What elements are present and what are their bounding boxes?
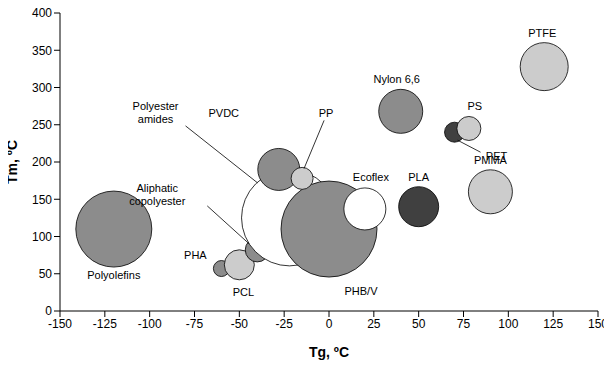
svg-text:250: 250 [32,118,52,132]
svg-text:50: 50 [412,317,426,331]
svg-text:Ecoflex: Ecoflex [353,171,390,183]
svg-text:350: 350 [32,44,52,58]
svg-text:-100: -100 [138,317,162,331]
svg-text:Nylon 6,6: Nylon 6,6 [373,73,419,85]
svg-text:-75: -75 [186,317,204,331]
svg-text:-50: -50 [231,317,249,331]
svg-text:PHA: PHA [184,249,207,261]
svg-text:50: 50 [39,267,53,281]
svg-text:200: 200 [32,155,52,169]
svg-text:copolyester: copolyester [129,195,186,207]
svg-text:-25: -25 [275,317,293,331]
svg-text:100: 100 [32,230,52,244]
svg-text:25: 25 [367,317,381,331]
svg-text:75: 75 [457,317,471,331]
svg-text:Polyolefins: Polyolefins [87,269,141,281]
svg-text:300: 300 [32,81,52,95]
svg-text:PHB/V: PHB/V [344,285,378,297]
svg-text:0: 0 [45,304,52,318]
svg-text:Tg, ºC: Tg, ºC [309,344,349,360]
svg-text:125: 125 [543,317,563,331]
svg-text:100: 100 [498,317,518,331]
svg-text:400: 400 [32,8,52,20]
svg-text:Aliphatic: Aliphatic [136,182,178,194]
svg-text:PLA: PLA [408,171,429,183]
svg-text:0: 0 [326,317,333,331]
svg-text:PCL: PCL [233,286,254,298]
svg-text:-125: -125 [93,317,117,331]
svg-text:PS: PS [468,100,483,112]
svg-text:PMMA: PMMA [474,154,508,166]
svg-text:150: 150 [32,193,52,207]
svg-text:PP: PP [319,107,334,119]
svg-text:Polyester: Polyester [133,100,179,112]
svg-text:Tm, ºC: Tm, ºC [8,140,20,184]
svg-text:PTFE: PTFE [528,27,556,39]
svg-text:PVDC: PVDC [209,107,240,119]
svg-text:-150: -150 [48,317,72,331]
svg-text:amides: amides [138,113,174,125]
svg-text:150: 150 [588,317,604,331]
